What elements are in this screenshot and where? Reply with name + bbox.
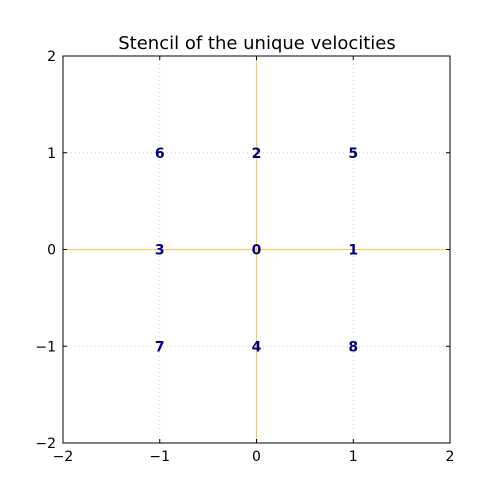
velocity-label-7: 7 <box>155 339 165 355</box>
x-tick-label: −2 <box>53 449 74 465</box>
x-tick-label: 0 <box>252 449 261 465</box>
velocity-label-1: 1 <box>348 243 358 259</box>
axis-ticks <box>62 55 451 444</box>
velocity-label-8: 8 <box>348 339 358 355</box>
y-tick-label: −1 <box>35 339 56 355</box>
y-tick-label: 1 <box>47 146 56 162</box>
y-tick-label: 2 <box>47 49 56 65</box>
velocity-label-3: 3 <box>155 243 165 259</box>
velocity-label-6: 6 <box>155 146 165 162</box>
axis-tick-labels: −2 −1 0 1 2 −2 −1 0 1 2 <box>35 49 454 465</box>
zero-axis-lines <box>63 56 450 443</box>
y-tick-label: 0 <box>47 243 56 259</box>
chart-title: Stencil of the unique velocities <box>118 33 396 54</box>
velocity-label-4: 4 <box>252 339 262 355</box>
x-tick-label: −1 <box>149 449 170 465</box>
x-tick-label: 2 <box>446 449 455 465</box>
y-tick-label: −2 <box>35 436 56 452</box>
x-tick-label: 1 <box>349 449 358 465</box>
velocity-label-0: 0 <box>252 243 262 259</box>
velocity-label-5: 5 <box>348 146 358 162</box>
velocity-labels: 0 1 2 3 4 5 6 7 8 <box>155 146 358 356</box>
velocity-label-2: 2 <box>252 146 262 162</box>
